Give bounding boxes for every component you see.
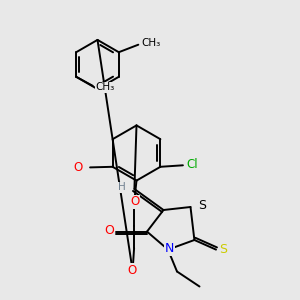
- Text: Cl: Cl: [186, 158, 198, 171]
- Text: S: S: [220, 243, 227, 256]
- Text: O: O: [130, 195, 140, 208]
- Text: S: S: [198, 199, 206, 212]
- Text: CH₃: CH₃: [96, 82, 115, 92]
- Text: O: O: [73, 161, 83, 174]
- Text: O: O: [104, 224, 114, 237]
- Text: CH₃: CH₃: [141, 38, 160, 48]
- Text: N: N: [165, 242, 174, 256]
- Text: H: H: [118, 182, 125, 193]
- Text: O: O: [128, 263, 137, 277]
